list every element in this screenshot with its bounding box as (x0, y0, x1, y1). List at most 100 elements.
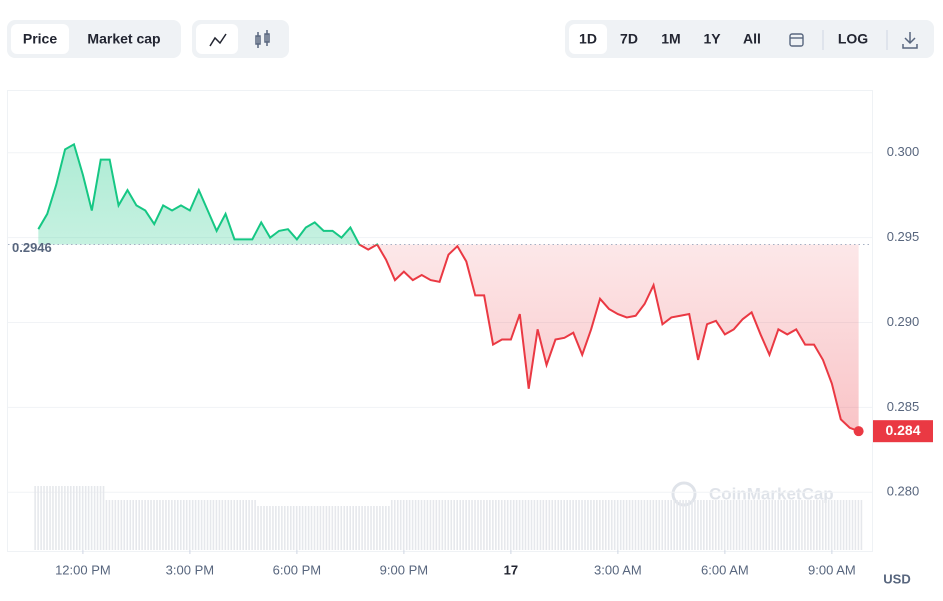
volume-bar (533, 500, 536, 550)
volume-bar (242, 500, 244, 550)
range-button[interactable]: All (743, 31, 761, 47)
volume-bar (138, 500, 140, 550)
volume-bar (515, 500, 518, 550)
x-tick-label: 6:00 AM (701, 562, 749, 577)
volume-bar (554, 500, 557, 550)
volume-bar (646, 500, 649, 550)
volume-bar (108, 500, 111, 550)
volume-bar (709, 500, 711, 550)
volume-bar (87, 486, 90, 550)
metric-button[interactable]: Price (23, 31, 57, 47)
volume-bar (756, 500, 759, 550)
volume-bar (616, 500, 619, 550)
calendar-icon[interactable] (789, 33, 804, 47)
volume-bar (49, 486, 51, 550)
volume-bar (471, 500, 473, 550)
volume-bar (191, 500, 194, 550)
volume-bar (732, 500, 735, 550)
log-button[interactable]: LOG (838, 31, 868, 47)
y-tick-label: 0.285 (887, 399, 920, 414)
reference-label: 0.2946 (12, 240, 52, 255)
candle-icon[interactable] (255, 30, 270, 48)
volume-bar (622, 500, 625, 550)
volume-bar (827, 500, 830, 550)
volume-bar (643, 500, 646, 550)
range-button[interactable]: 7D (620, 31, 638, 47)
volume-bar (450, 500, 453, 550)
volume-bar (218, 500, 221, 550)
volume-bar (813, 500, 815, 550)
volume-bar (266, 506, 268, 550)
volume-bar (40, 486, 42, 550)
volume-bar (474, 500, 476, 550)
volume-bar (301, 506, 304, 550)
volume-bar (358, 506, 360, 550)
volume-bar (441, 500, 444, 550)
download-icon[interactable] (902, 32, 918, 49)
volume-bar (179, 500, 182, 550)
y-tick-label: 0.290 (887, 314, 920, 329)
volume-bar (233, 500, 236, 550)
volume-bar (613, 500, 616, 550)
volume-bar (292, 506, 295, 550)
y-tick-label: 0.295 (887, 229, 920, 244)
volume-bar (313, 506, 316, 550)
range-button[interactable]: 1D (579, 31, 597, 47)
volume-bar (477, 500, 479, 550)
x-tick-label: 6:00 PM (273, 562, 321, 577)
volume-bars (34, 486, 863, 550)
volume-bar (364, 506, 366, 550)
range-button[interactable]: 1M (661, 31, 680, 47)
volume-bar (197, 500, 200, 550)
volume-bar (165, 500, 167, 550)
x-tick-label: 3:00 PM (166, 562, 214, 577)
volume-bar (575, 500, 577, 550)
volume-bar (658, 500, 661, 550)
volume-bar (459, 500, 461, 550)
volume-bar (162, 500, 164, 550)
volume-bar (307, 506, 310, 550)
metric-button[interactable]: Market cap (87, 31, 160, 47)
line-icon (209, 33, 227, 47)
watermark-text: CoinMarketCap (709, 484, 834, 503)
range-group (565, 20, 934, 58)
volume-bar (263, 506, 265, 550)
volume-bar (447, 500, 450, 550)
volume-bar (691, 500, 693, 550)
volume-bar (281, 506, 283, 550)
volume-bar (67, 486, 69, 550)
volume-bar (542, 500, 545, 550)
volume-bar (845, 500, 848, 550)
volume-bar (602, 500, 604, 550)
volume-bar (572, 500, 574, 550)
volume-bar (390, 500, 393, 550)
volume-bar (182, 500, 185, 550)
volume-bar (792, 500, 794, 550)
price-line (358, 244, 859, 433)
volume-bar (373, 506, 375, 550)
volume-bar (248, 500, 250, 550)
volume-bar (771, 500, 774, 550)
volume-bar (64, 486, 66, 550)
volume-bar (652, 500, 655, 550)
volume-bar (215, 500, 218, 550)
volume-bar (367, 506, 369, 550)
volume-bar (726, 500, 729, 550)
volume-bar (747, 500, 750, 550)
volume-bar (714, 500, 717, 550)
volume-bar (596, 500, 598, 550)
volume-bar (578, 500, 580, 550)
volume-bar (682, 500, 684, 550)
area-down (38, 244, 859, 432)
volume-bar (453, 500, 455, 550)
volume-bar (150, 500, 152, 550)
volume-bar (670, 500, 672, 550)
volume-bar (560, 500, 562, 550)
volume-bar (298, 506, 301, 550)
volume-bar (810, 500, 812, 550)
volume-bar (55, 486, 57, 550)
range-button[interactable]: 1Y (703, 31, 721, 47)
volume-bar (551, 500, 554, 550)
volume-bar (260, 506, 262, 550)
